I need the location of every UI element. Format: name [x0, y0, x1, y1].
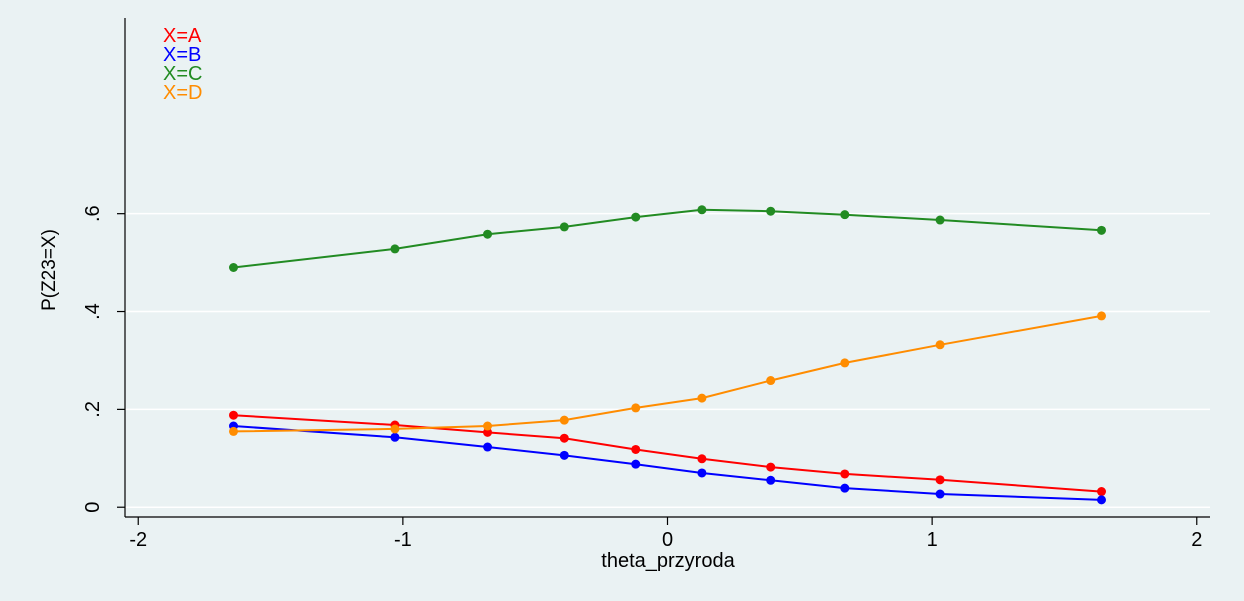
series-line [233, 425, 1102, 501]
data-point [229, 410, 238, 420]
data-point [559, 415, 569, 425]
y-tick-label: 0 [82, 502, 104, 513]
x-tick-label: 0 [662, 529, 673, 551]
x-tick-label: 1 [927, 529, 938, 551]
data-point [766, 475, 776, 485]
data-point [840, 358, 850, 368]
y-tick-label: .2 [82, 401, 104, 418]
series-x-d [229, 311, 1106, 436]
data-point [766, 206, 776, 216]
data-point [840, 210, 850, 220]
legend-entry: X=D [163, 82, 202, 104]
data-point [1097, 487, 1106, 497]
legend: X=AX=BX=CX=D [163, 25, 202, 104]
data-point [697, 468, 707, 478]
legend-entry: X=A [163, 25, 202, 47]
data-point [1097, 495, 1106, 505]
data-point [935, 475, 945, 485]
legend-entry: X=B [163, 44, 201, 66]
data-point [935, 340, 945, 350]
y-tick-label: .4 [82, 303, 104, 320]
series-x-c [229, 205, 1106, 272]
data-point [1097, 225, 1106, 235]
data-point [840, 483, 850, 493]
data-point [697, 393, 707, 403]
data-point [483, 442, 493, 452]
data-point [631, 212, 641, 222]
data-point [935, 489, 945, 499]
data-point [697, 205, 707, 215]
data-point [483, 427, 493, 437]
series-x-b [229, 421, 1106, 505]
x-axis-title: theta_przyroda [601, 550, 735, 572]
series-line [233, 208, 1102, 269]
data-point [390, 424, 400, 434]
data-point [559, 222, 569, 232]
x-tick-label: -2 [129, 529, 147, 551]
data-point [229, 426, 238, 436]
data-point [483, 229, 493, 239]
series-line [233, 314, 1102, 433]
data-point [1097, 311, 1106, 321]
data-point [935, 215, 945, 225]
series-group [229, 205, 1106, 505]
data-point [559, 433, 569, 443]
y-axis-title: P(Z23=X) [39, 229, 60, 311]
data-point [766, 376, 776, 386]
y-tick-label: .6 [82, 205, 104, 222]
data-point [559, 450, 569, 460]
data-point [697, 454, 707, 464]
data-point [766, 462, 776, 472]
data-point [390, 244, 400, 254]
data-point [229, 263, 238, 272]
x-tick-label: 2 [1191, 529, 1202, 551]
data-point [631, 444, 641, 454]
data-point [483, 421, 493, 431]
axes: 0 .2 .4 .6 -2 -1 0 1 2 [82, 18, 1210, 551]
data-point [631, 403, 641, 413]
series-line [233, 414, 1102, 493]
data-point [631, 459, 641, 469]
data-point [390, 432, 400, 442]
data-point [840, 469, 850, 479]
x-tick-label: -1 [394, 529, 412, 551]
legend-entry: X=C [163, 63, 202, 85]
